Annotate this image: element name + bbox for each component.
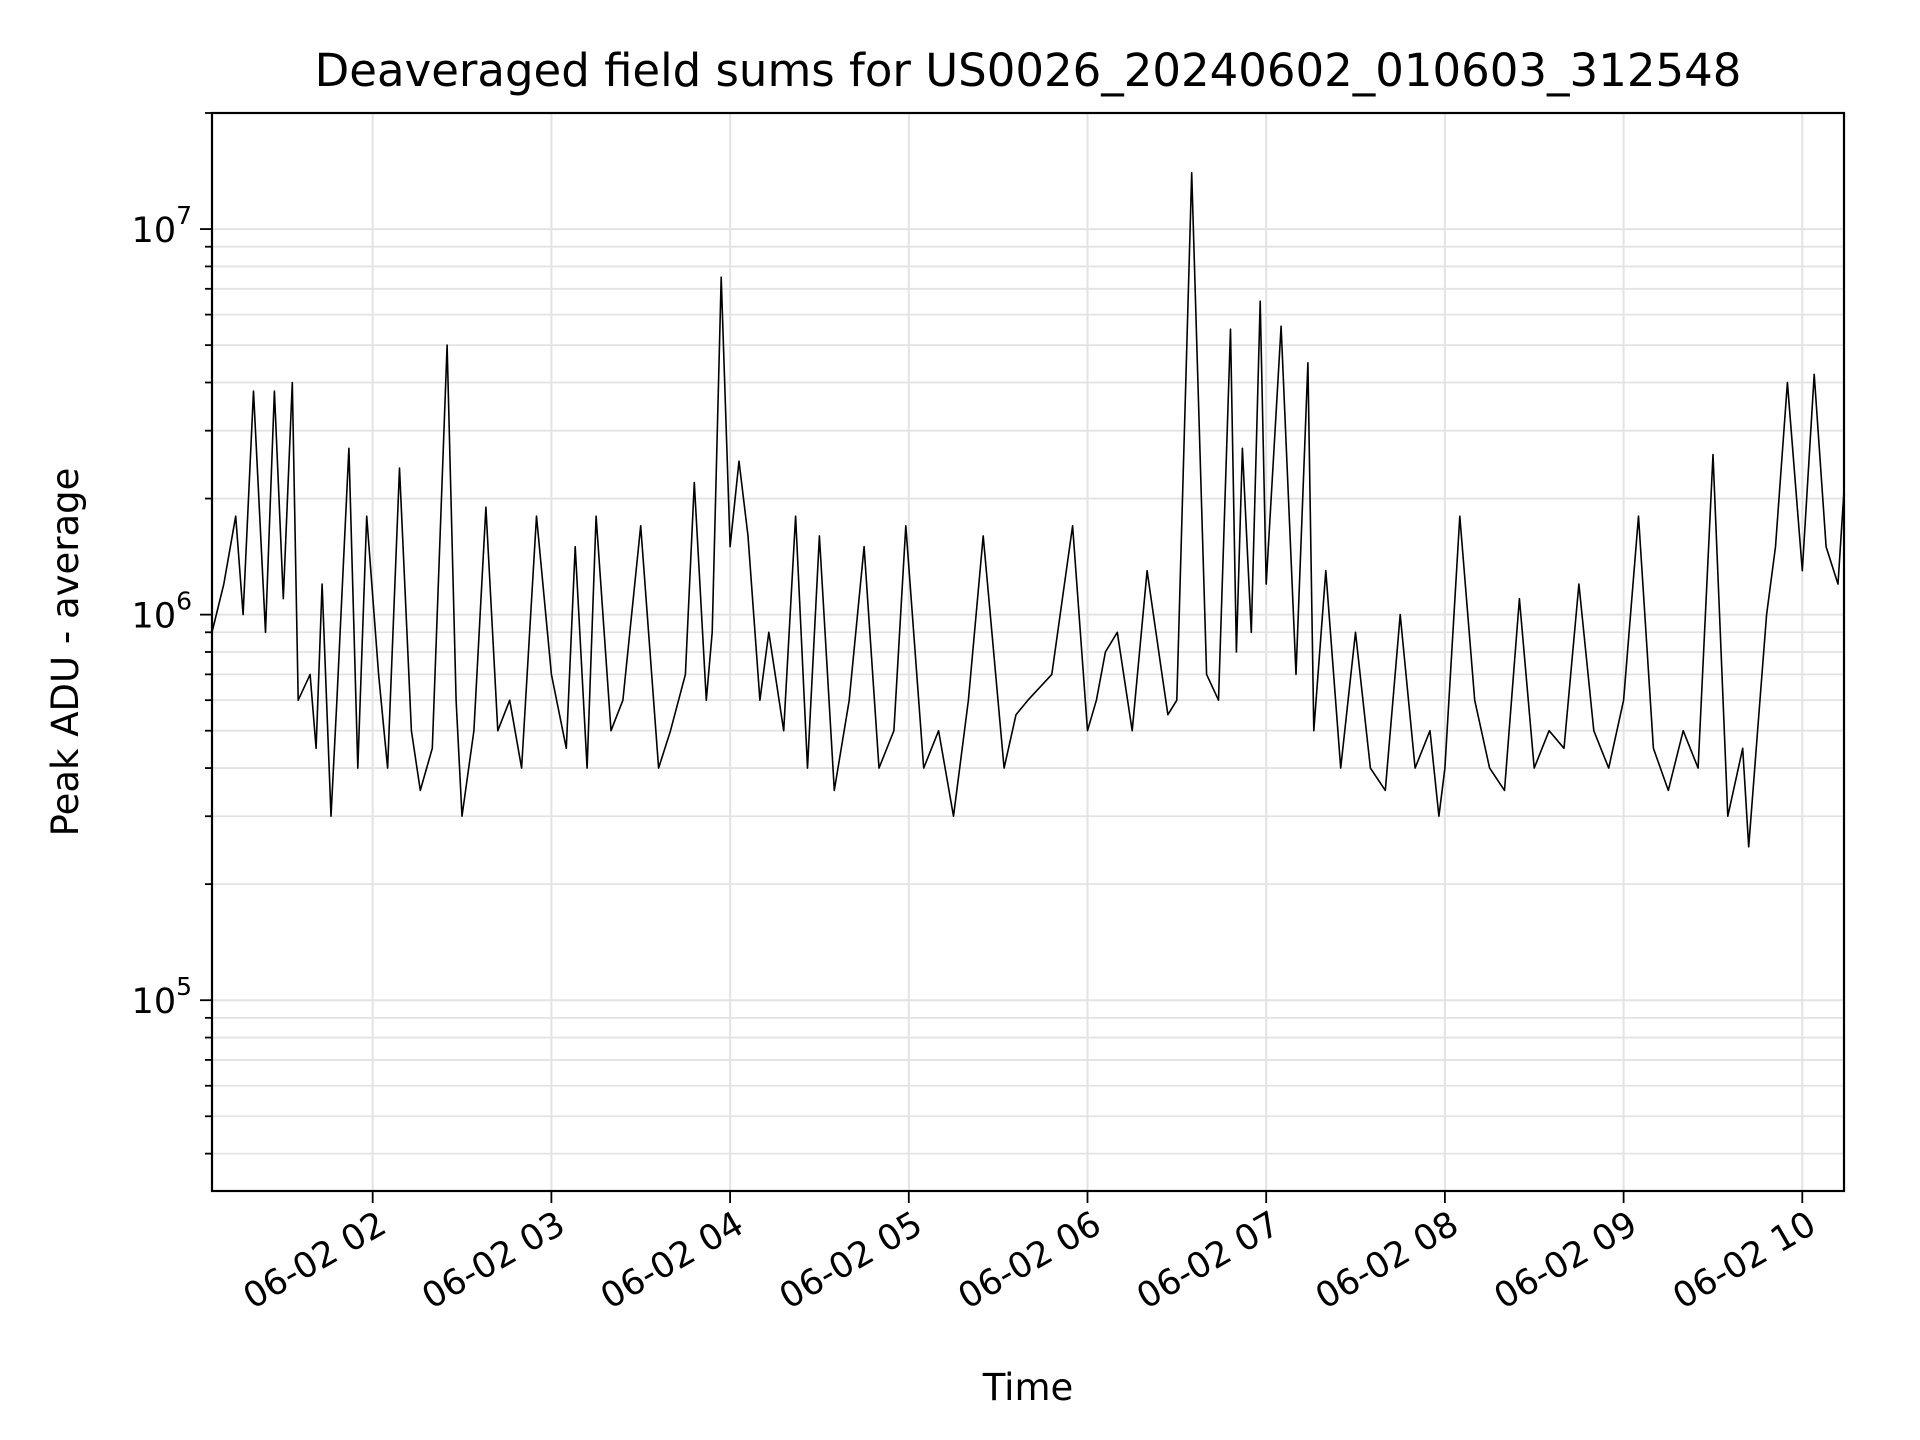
y-tick-label: 105	[132, 972, 192, 1022]
chart-title: Deaveraged field sums for US0026_2024060…	[315, 44, 1742, 97]
y-tick-base: 10	[132, 982, 177, 1022]
y-tick-exponent: 6	[176, 587, 192, 616]
series-group	[212, 171, 1844, 848]
y-tick-base: 10	[132, 211, 177, 251]
y-tick-exponent: 5	[176, 972, 192, 1001]
y-tick-label: 106	[132, 587, 192, 637]
series-line	[212, 171, 1844, 848]
y-tick-exponent: 7	[176, 201, 192, 230]
x-axis-label: Time	[982, 1366, 1074, 1409]
y-tick-label: 107	[132, 201, 192, 251]
y-tick-base: 10	[132, 597, 177, 637]
y-axis-label: Peak ADU - average	[44, 468, 87, 837]
x-grid	[371, 113, 1804, 1191]
